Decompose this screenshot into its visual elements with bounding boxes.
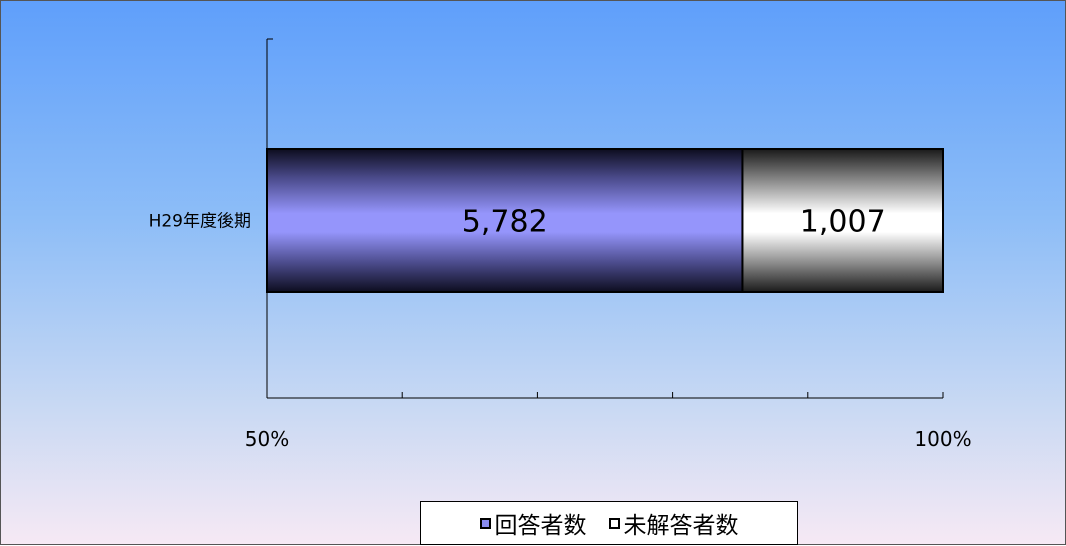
x-tick-label: 50% bbox=[245, 427, 289, 451]
legend-item-unanswered: 未解答者数 bbox=[608, 506, 739, 540]
legend-item-responded: 回答者数 bbox=[479, 506, 587, 540]
data-label: 1,007 bbox=[800, 205, 886, 240]
legend-swatch-responded bbox=[479, 517, 491, 529]
legend-swatch-unanswered bbox=[608, 517, 620, 529]
bar-segment-unanswered bbox=[741, 148, 945, 293]
x-tick-label: 100% bbox=[914, 427, 971, 451]
category-label: H29年度後期 bbox=[149, 212, 251, 232]
legend-label-responded: 回答者数 bbox=[494, 513, 587, 539]
data-label: 5,782 bbox=[462, 205, 548, 240]
legend-label-unanswered: 未解答者数 bbox=[623, 513, 739, 539]
legend: 回答者数 未解答者数 bbox=[420, 501, 798, 545]
